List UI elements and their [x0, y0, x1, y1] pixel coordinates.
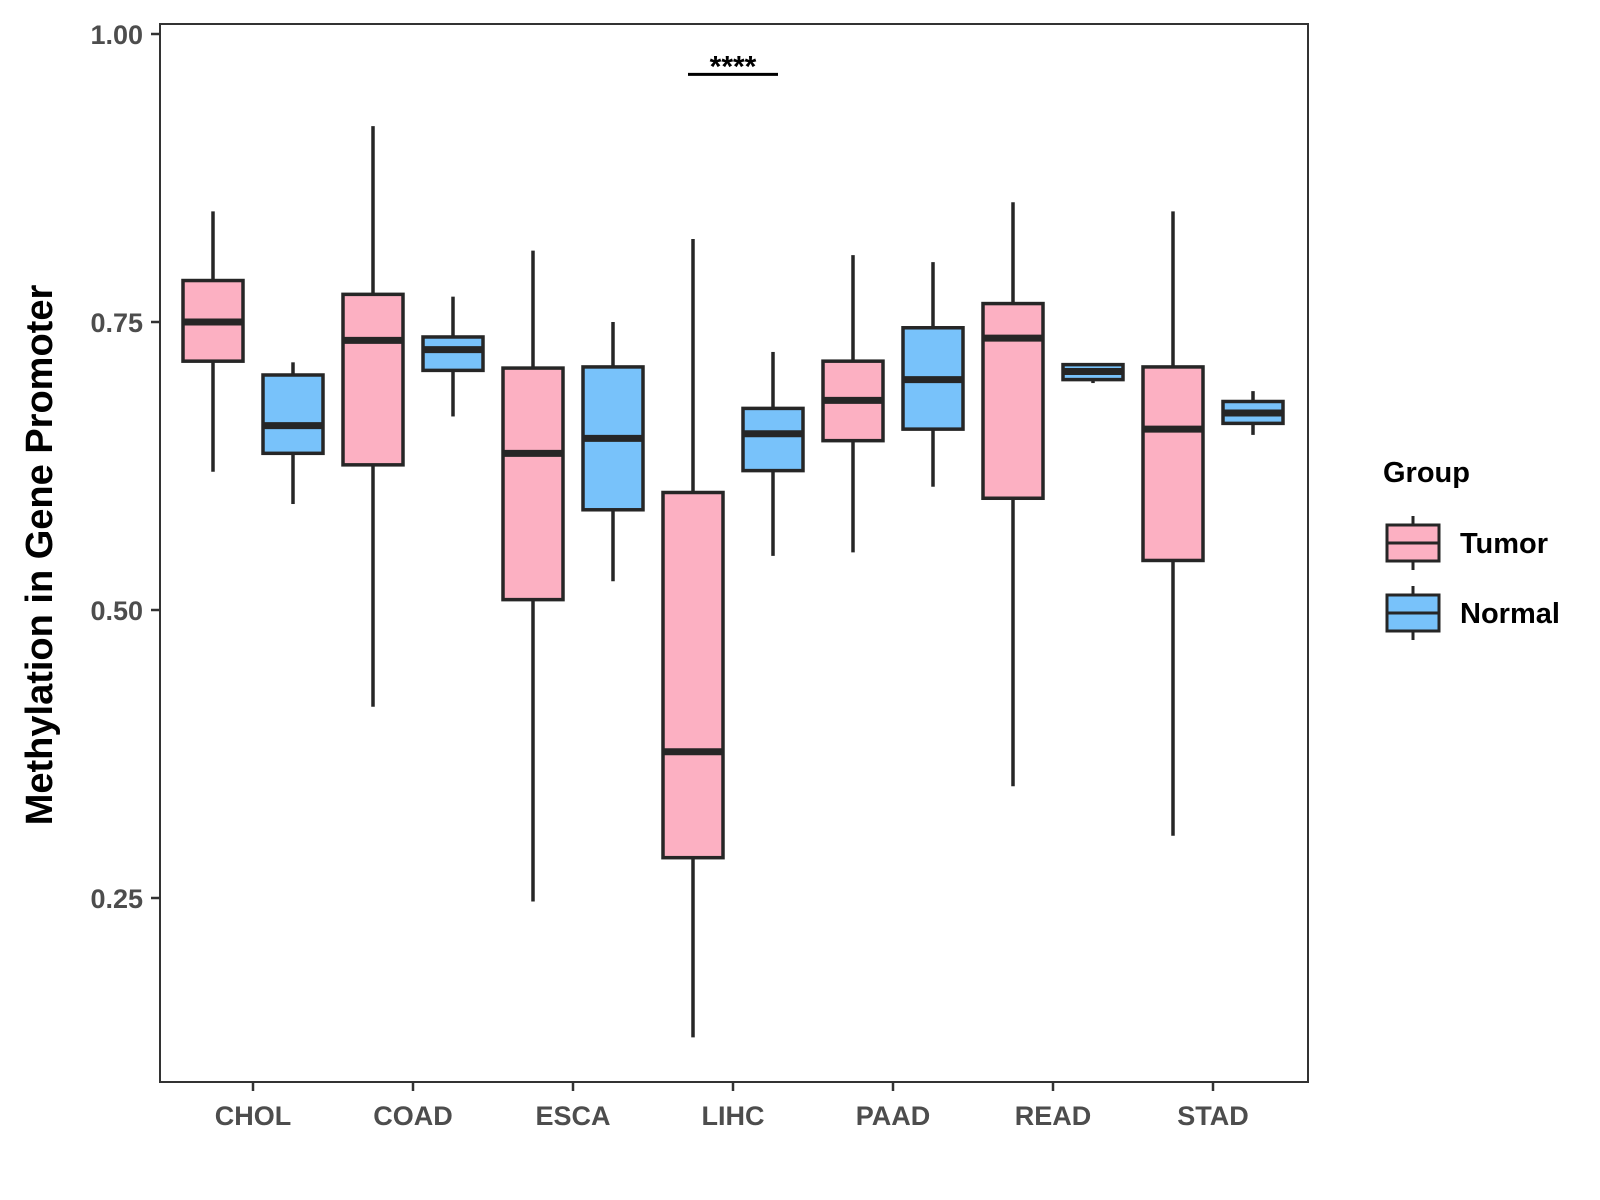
y-tick-label: 0.75	[90, 308, 143, 338]
legend-title: Group	[1383, 457, 1470, 489]
iqr-box	[421, 335, 485, 373]
legend: Group Tumor Normal	[1383, 457, 1560, 640]
x-tick-label-paad: PAAD	[856, 1101, 931, 1131]
y-tick-label: 0.50	[90, 596, 143, 626]
iqr-box	[661, 490, 725, 860]
legend-label-normal: Normal	[1460, 598, 1560, 630]
box-lihc-normal	[741, 351, 805, 556]
y-tick-label: 1.00	[90, 20, 143, 50]
box-chol-normal	[261, 362, 325, 505]
iqr-box	[1141, 365, 1205, 563]
box-coad-tumor	[341, 126, 405, 707]
y-tick-label: 0.25	[90, 884, 143, 914]
legend-item-tumor: Tumor	[1385, 516, 1548, 570]
x-tick-label-stad: STAD	[1177, 1101, 1249, 1131]
box-chol-tumor	[181, 211, 245, 472]
box-read-normal	[1061, 362, 1125, 384]
box-esca-tumor	[501, 250, 565, 902]
box-paad-normal	[901, 262, 965, 487]
legend-label-tumor: Tumor	[1460, 528, 1548, 560]
x-tick-label-chol: CHOL	[215, 1101, 292, 1131]
panel-border	[159, 23, 1309, 1083]
iqr-box	[341, 292, 405, 467]
box-stad-tumor	[1141, 211, 1205, 836]
plot-area: 0.25 0.50 0.75 1.00 CHOL COAD ESCA LIHC PAAD READ…	[90, 20, 1309, 1131]
x-tick-label-lihc: LIHC	[702, 1101, 765, 1131]
iqr-box	[741, 406, 805, 473]
x-tick-label-read: READ	[1015, 1101, 1092, 1131]
iqr-box	[501, 366, 565, 602]
box-paad-tumor	[821, 255, 885, 553]
y-axis-title: Methylation in Gene Promoter	[19, 285, 61, 826]
box-coad-normal	[421, 296, 485, 417]
iqr-box	[981, 301, 1045, 501]
box-lihc-tumor	[661, 239, 725, 1038]
x-tick-label-esca: ESCA	[535, 1101, 610, 1131]
x-tick-label-coad: COAD	[373, 1101, 453, 1131]
box-stad-normal	[1221, 391, 1285, 435]
box-read-tumor	[981, 202, 1045, 787]
iqr-box	[261, 373, 325, 456]
significance-label: ****	[710, 50, 757, 83]
box-esca-normal	[581, 322, 645, 582]
legend-item-normal: Normal	[1385, 586, 1560, 640]
